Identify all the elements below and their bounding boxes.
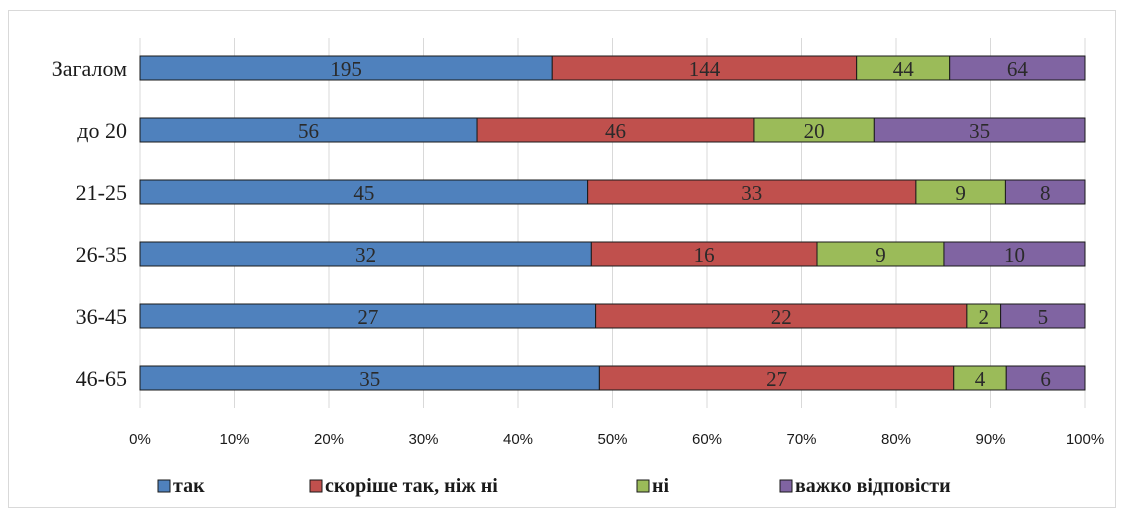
bar-segment	[595, 303, 968, 329]
data-label: 4	[975, 367, 986, 391]
bar-segment	[587, 179, 917, 205]
data-label: 9	[875, 243, 886, 267]
category-label: 21-25	[76, 180, 127, 205]
data-label: 46	[605, 119, 626, 143]
data-label: 35	[969, 119, 990, 143]
bar-segment	[590, 241, 818, 267]
legend-swatch	[779, 479, 793, 493]
data-label: 8	[1040, 181, 1051, 205]
x-tick-label: 100%	[1066, 431, 1104, 448]
data-label: 10	[1004, 243, 1025, 267]
bar-segment	[139, 241, 592, 267]
x-tick-label: 80%	[881, 431, 911, 448]
bar-segment	[966, 303, 1002, 329]
data-label: 2	[979, 305, 990, 329]
data-label: 27	[766, 367, 787, 391]
bar-segment	[816, 241, 945, 267]
data-label: 32	[355, 243, 376, 267]
x-tick-label: 30%	[408, 431, 438, 448]
data-label: 20	[804, 119, 825, 143]
x-tick-label: 40%	[503, 431, 533, 448]
category-label: 26-35	[76, 242, 127, 267]
x-tick-label: 60%	[692, 431, 722, 448]
bar-segment	[915, 179, 1006, 205]
category-label: 46-65	[76, 366, 127, 391]
legend-label: важко відповісти	[795, 475, 951, 497]
bar-segment	[873, 117, 1086, 143]
bar-segment	[1005, 365, 1086, 391]
x-tick-label: 50%	[597, 431, 627, 448]
data-label: 5	[1038, 305, 1049, 329]
data-label: 16	[694, 243, 715, 267]
legend-swatch	[309, 479, 323, 493]
data-label: 64	[1007, 57, 1029, 81]
bar-segment	[598, 365, 955, 391]
data-label: 56	[298, 119, 319, 143]
bar-segment	[139, 179, 589, 205]
legend-label: так	[173, 475, 205, 497]
data-label: 45	[353, 181, 374, 205]
data-label: 144	[689, 57, 721, 81]
x-tick-label: 0%	[129, 431, 151, 448]
bar-segment	[139, 117, 478, 143]
category-label: 36-45	[76, 304, 127, 329]
bar-segment	[1004, 179, 1086, 205]
bar-segment	[943, 241, 1086, 267]
legend-swatch	[157, 479, 171, 493]
legend-swatch	[636, 479, 650, 493]
x-tick-label: 70%	[786, 431, 816, 448]
data-label: 195	[330, 57, 362, 81]
data-label: 44	[893, 57, 915, 81]
bar-segment	[139, 303, 597, 329]
data-label: 27	[357, 305, 378, 329]
x-tick-label: 20%	[314, 431, 344, 448]
bar-segment	[139, 365, 600, 391]
bar-segment	[949, 55, 1086, 81]
bar-segment	[1000, 303, 1086, 329]
data-label: 22	[771, 305, 792, 329]
data-label: 35	[359, 367, 380, 391]
x-tick-label: 90%	[975, 431, 1005, 448]
bar-segment	[139, 55, 553, 81]
bar-segment	[856, 55, 951, 81]
data-label: 33	[741, 181, 762, 205]
legend-label: ні	[652, 475, 670, 497]
data-label: 9	[955, 181, 966, 205]
data-label: 6	[1040, 367, 1051, 391]
x-tick-label: 10%	[219, 431, 249, 448]
category-label: Загалом	[52, 56, 127, 81]
legend-label: скоріше так, ніж ні	[325, 475, 498, 497]
category-label: до 20	[77, 118, 127, 143]
bar-segment	[953, 365, 1007, 391]
bar-segment	[476, 117, 755, 143]
